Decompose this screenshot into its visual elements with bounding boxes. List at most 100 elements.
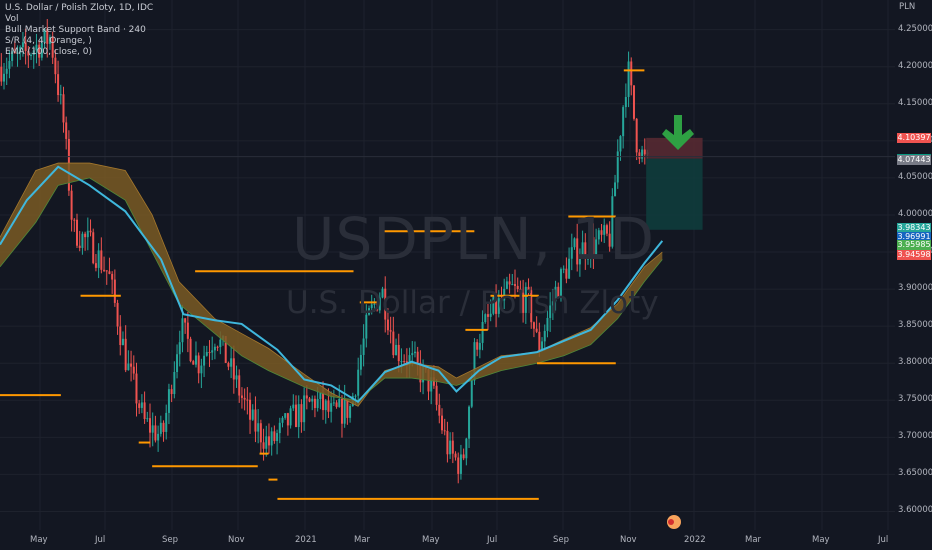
- candle-body: [135, 373, 138, 404]
- candle-body: [54, 57, 57, 75]
- candle-body: [192, 361, 195, 365]
- candle-body: [181, 318, 184, 343]
- candle-body: [265, 436, 268, 449]
- candle-body: [565, 268, 568, 279]
- candle-body: [65, 122, 68, 139]
- candle-body: [227, 362, 230, 367]
- candle-body: [297, 404, 300, 427]
- candle-body: [230, 358, 233, 367]
- candle-body: [219, 339, 222, 348]
- candle-body: [197, 355, 200, 374]
- time-tick-label: Sep: [553, 535, 570, 545]
- time-tick-label: Jul: [487, 535, 498, 545]
- price-tick-label: 3.70000: [898, 431, 932, 442]
- candle-body: [189, 338, 192, 362]
- candle-body: [446, 430, 449, 455]
- candle-body: [32, 50, 35, 55]
- candle-body: [346, 399, 349, 418]
- candle-body: [35, 44, 38, 51]
- candle-body: [643, 149, 646, 155]
- candle-body: [257, 423, 260, 432]
- candle-body: [478, 342, 481, 350]
- candle-body: [132, 366, 135, 374]
- price-tag: 3.96991: [897, 232, 931, 243]
- price-tick-label: 3.65000: [898, 468, 932, 479]
- price-tag: 4.07443: [897, 155, 931, 166]
- arrow-shape: [662, 115, 694, 150]
- candle-body: [332, 402, 335, 404]
- candle-body: [516, 285, 519, 289]
- candle-body: [295, 404, 298, 427]
- candle-body: [176, 354, 179, 372]
- candle-body: [281, 417, 284, 423]
- candle-body: [127, 363, 130, 371]
- legend-title[interactable]: U.S. Dollar / Polish Zloty, 1D, IDC: [5, 3, 154, 13]
- candle-body: [549, 305, 552, 318]
- candle-body: [376, 303, 379, 311]
- candle-body: [62, 94, 65, 123]
- candle-body: [543, 330, 546, 342]
- legend-item-vol[interactable]: Vol: [5, 14, 19, 24]
- candle-body: [19, 47, 22, 53]
- watermark-name: U.S. Dollar / Polish Zloty: [286, 285, 659, 321]
- candle-body: [551, 301, 554, 306]
- candle-body: [338, 398, 341, 407]
- candle-body: [5, 68, 8, 74]
- candle-body: [373, 303, 376, 305]
- candle-body: [327, 400, 330, 412]
- candle-body: [546, 317, 549, 331]
- candle-body: [81, 233, 84, 248]
- candle-body: [8, 60, 11, 69]
- candle-body: [76, 219, 79, 246]
- candle-body: [105, 270, 108, 272]
- candle-body: [378, 297, 381, 311]
- candle-body: [24, 42, 27, 51]
- candle-body: [108, 271, 111, 274]
- legend-item-bull-band[interactable]: Bull Market Support Band · 240: [5, 25, 146, 35]
- time-tick-label: Nov: [620, 535, 637, 545]
- candle-body: [289, 408, 292, 426]
- candle-body: [511, 284, 514, 286]
- price-tag: 3.94598: [897, 249, 931, 260]
- candle-body: [473, 342, 476, 381]
- candle-body: [532, 322, 535, 329]
- candle-body: [365, 314, 368, 339]
- candle-body: [619, 136, 622, 152]
- candle-body: [157, 433, 160, 441]
- candle-body: [468, 406, 471, 439]
- candle-body: [395, 344, 398, 356]
- candle-body: [624, 96, 627, 108]
- candle-body: [38, 44, 41, 58]
- candle-body: [149, 418, 152, 433]
- time-tick-label: May: [30, 535, 48, 545]
- candle-body: [313, 398, 316, 408]
- candle-body: [632, 85, 635, 119]
- candle-body: [505, 281, 508, 289]
- legend-item-ema[interactable]: EMA (100, close, 0): [5, 47, 93, 57]
- candle-body: [359, 354, 362, 370]
- candle-body: [205, 352, 208, 356]
- candle-body: [354, 395, 357, 397]
- candle-body: [21, 42, 24, 48]
- candle-body: [300, 404, 303, 423]
- candle-body: [116, 302, 119, 327]
- candle-body: [481, 321, 484, 343]
- candle-body: [608, 233, 611, 247]
- time-tick-label: May: [422, 535, 440, 545]
- candle-body: [170, 389, 173, 395]
- candle-body: [484, 314, 487, 322]
- candle-body: [97, 250, 100, 268]
- candle-body: [211, 350, 214, 353]
- flag-dot: [668, 519, 674, 525]
- candle-body: [581, 242, 584, 257]
- candle-body: [316, 398, 319, 408]
- candle-body: [514, 284, 517, 286]
- candle-body: [476, 342, 479, 350]
- ema-100-line: [0, 165, 664, 404]
- legend-item-sr[interactable]: S/R (4, 4, Orange, ): [5, 36, 92, 46]
- candle-body: [503, 288, 506, 301]
- stop-loss-zone: [646, 137, 703, 159]
- candle-body: [203, 355, 206, 366]
- candle-body: [119, 326, 122, 346]
